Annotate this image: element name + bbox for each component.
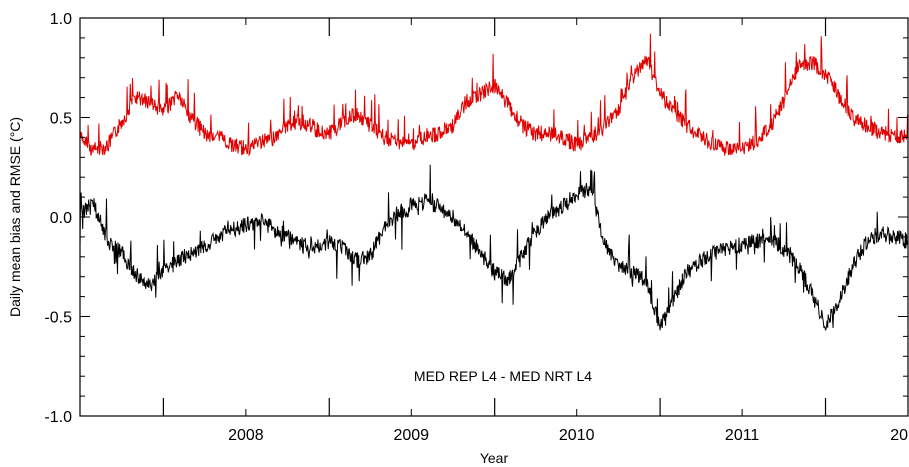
y-tick-label: 0.0 (50, 210, 72, 227)
ticks-layer (80, 17, 909, 417)
x-tick-label: 2009 (393, 427, 429, 444)
y-axis-title: Daily mean bias and RMSE (°C) (7, 117, 23, 317)
x-tick-label: 2011 (725, 427, 760, 444)
y-tick-label: -0.5 (44, 310, 72, 327)
y-tick-label: 1.0 (50, 11, 72, 28)
series-layer (79, 33, 909, 331)
y-tick-label: 0.5 (50, 111, 72, 128)
x-tick-label: 2012 (890, 427, 909, 444)
y-tick-label: -1.0 (44, 409, 72, 426)
series-line-1 (79, 164, 909, 331)
chart-annotation: MED REP L4 - MED NRT L4 (414, 368, 592, 384)
x-tick-label: 2008 (228, 427, 264, 444)
labels-layer: 1.0 0.5 0.0 -0.5 -1.0 2008 2009 2010 2011 2012 (44, 11, 909, 444)
x-tick-label: 2010 (559, 427, 595, 444)
plot-frame (79, 17, 909, 417)
series-line-0 (79, 33, 909, 157)
x-axis-title: Year (480, 450, 509, 466)
